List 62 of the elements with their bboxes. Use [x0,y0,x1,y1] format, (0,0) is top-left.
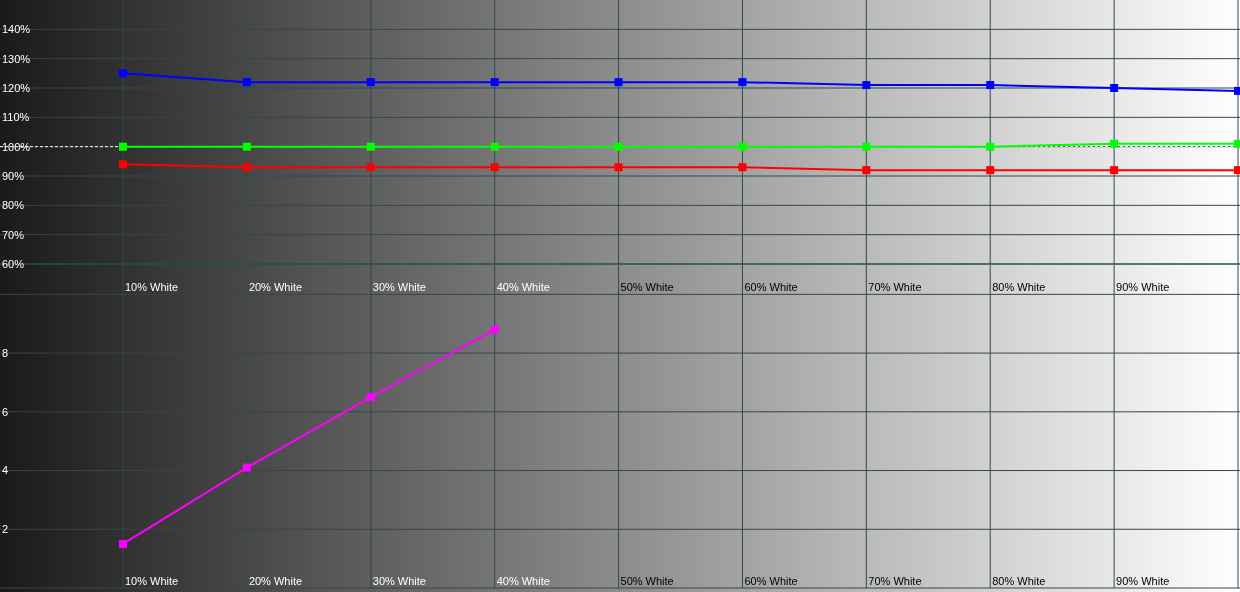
y-tick-label: 6 [2,405,9,418]
point [490,163,499,172]
point [242,78,251,87]
x-tick-label: 50% White [620,280,674,293]
x-tick-label: 60% White [744,574,798,587]
x-tick-label: 40% White [496,574,550,587]
x-tick-label: 20% White [248,280,303,293]
point [986,166,995,175]
point [119,539,127,548]
point [986,81,995,90]
point [119,160,127,169]
x-tick-label: 60% White [744,280,798,293]
y-tick-label: 110% [2,111,30,124]
point [738,78,747,87]
x-tick-label: 80% White [992,574,1046,587]
point [1110,139,1119,148]
point [490,325,499,334]
point [1110,84,1119,92]
x-tick-label: 50% White [620,574,674,587]
x-tick-label: 80% White [992,280,1046,293]
y-tick-label: 120% [2,81,31,94]
point [614,78,623,87]
x-tick-label: 30% White [372,574,426,587]
y-tick-label: 100% [2,140,31,153]
point [738,163,747,172]
y-tick-label: 130% [2,52,31,65]
point [986,142,995,151]
y-tick-label: 8 [2,346,9,359]
x-tick-label: 20% White [248,574,303,587]
x-tick-label: 40% White [496,280,550,293]
point [862,166,871,175]
point [490,78,499,87]
point [366,142,375,151]
point [366,163,375,172]
x-tick-label: 70% White [868,280,922,293]
point [1110,166,1119,175]
point [119,142,127,151]
point [738,142,747,151]
point [366,78,375,87]
x-tick-label: 10% White [125,574,179,587]
y-tick-label: 90% [2,169,25,182]
point [614,163,623,172]
y-tick-label: 70% [2,228,25,241]
x-tick-label: 30% White [372,280,426,293]
point [242,163,251,172]
point [862,81,871,90]
point [862,142,871,151]
x-tick-label: 10% White [125,280,179,293]
x-tick-label: 70% White [868,574,922,587]
point [366,393,375,402]
y-tick-label: 80% [2,199,25,212]
y-tick-label: 60% [2,257,25,270]
point [490,142,499,151]
x-tick-label: 90% White [1116,280,1170,293]
point [614,142,623,151]
y-tick-label: 2 [2,523,9,536]
point [242,142,251,151]
y-tick-label: 4 [2,464,9,477]
y-tick-label: 140% [2,23,31,36]
x-tick-label: 90% White [1116,574,1170,587]
point [119,69,127,78]
point [242,463,251,472]
